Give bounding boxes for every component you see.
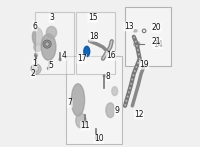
Ellipse shape bbox=[84, 46, 90, 57]
Circle shape bbox=[33, 67, 39, 72]
Text: 3: 3 bbox=[49, 13, 54, 22]
Circle shape bbox=[31, 64, 41, 74]
Text: 19: 19 bbox=[139, 60, 149, 69]
Text: 20: 20 bbox=[152, 23, 161, 32]
Text: 6: 6 bbox=[32, 22, 37, 31]
Ellipse shape bbox=[134, 42, 140, 47]
Circle shape bbox=[84, 121, 87, 124]
Text: 14: 14 bbox=[153, 40, 163, 49]
FancyBboxPatch shape bbox=[35, 12, 74, 74]
Text: 18: 18 bbox=[89, 32, 99, 41]
Text: 15: 15 bbox=[88, 13, 97, 22]
Ellipse shape bbox=[133, 30, 137, 32]
FancyBboxPatch shape bbox=[125, 7, 171, 66]
Ellipse shape bbox=[34, 43, 41, 51]
Ellipse shape bbox=[112, 87, 118, 96]
Ellipse shape bbox=[41, 34, 56, 60]
Ellipse shape bbox=[46, 26, 57, 38]
Text: 5: 5 bbox=[48, 61, 53, 70]
Text: 8: 8 bbox=[106, 72, 110, 81]
Circle shape bbox=[95, 137, 98, 140]
Text: 12: 12 bbox=[134, 110, 144, 119]
Text: 9: 9 bbox=[114, 106, 119, 115]
Text: 7: 7 bbox=[67, 98, 72, 107]
Ellipse shape bbox=[76, 113, 86, 128]
Circle shape bbox=[34, 53, 38, 57]
Text: 2: 2 bbox=[31, 69, 35, 78]
Ellipse shape bbox=[71, 84, 85, 116]
Text: 16: 16 bbox=[106, 51, 116, 60]
Circle shape bbox=[47, 67, 50, 70]
Circle shape bbox=[103, 74, 106, 77]
Ellipse shape bbox=[32, 28, 43, 46]
Text: 21: 21 bbox=[152, 37, 161, 46]
Text: 10: 10 bbox=[94, 134, 103, 143]
Text: 4: 4 bbox=[62, 51, 66, 60]
Circle shape bbox=[59, 58, 62, 61]
Text: 17: 17 bbox=[77, 54, 86, 63]
Text: 13: 13 bbox=[124, 22, 133, 31]
FancyBboxPatch shape bbox=[76, 12, 115, 74]
Ellipse shape bbox=[106, 103, 115, 118]
Circle shape bbox=[45, 42, 49, 46]
FancyBboxPatch shape bbox=[66, 56, 122, 144]
Text: 1: 1 bbox=[32, 59, 37, 69]
Text: 11: 11 bbox=[81, 121, 90, 130]
Circle shape bbox=[43, 40, 51, 48]
